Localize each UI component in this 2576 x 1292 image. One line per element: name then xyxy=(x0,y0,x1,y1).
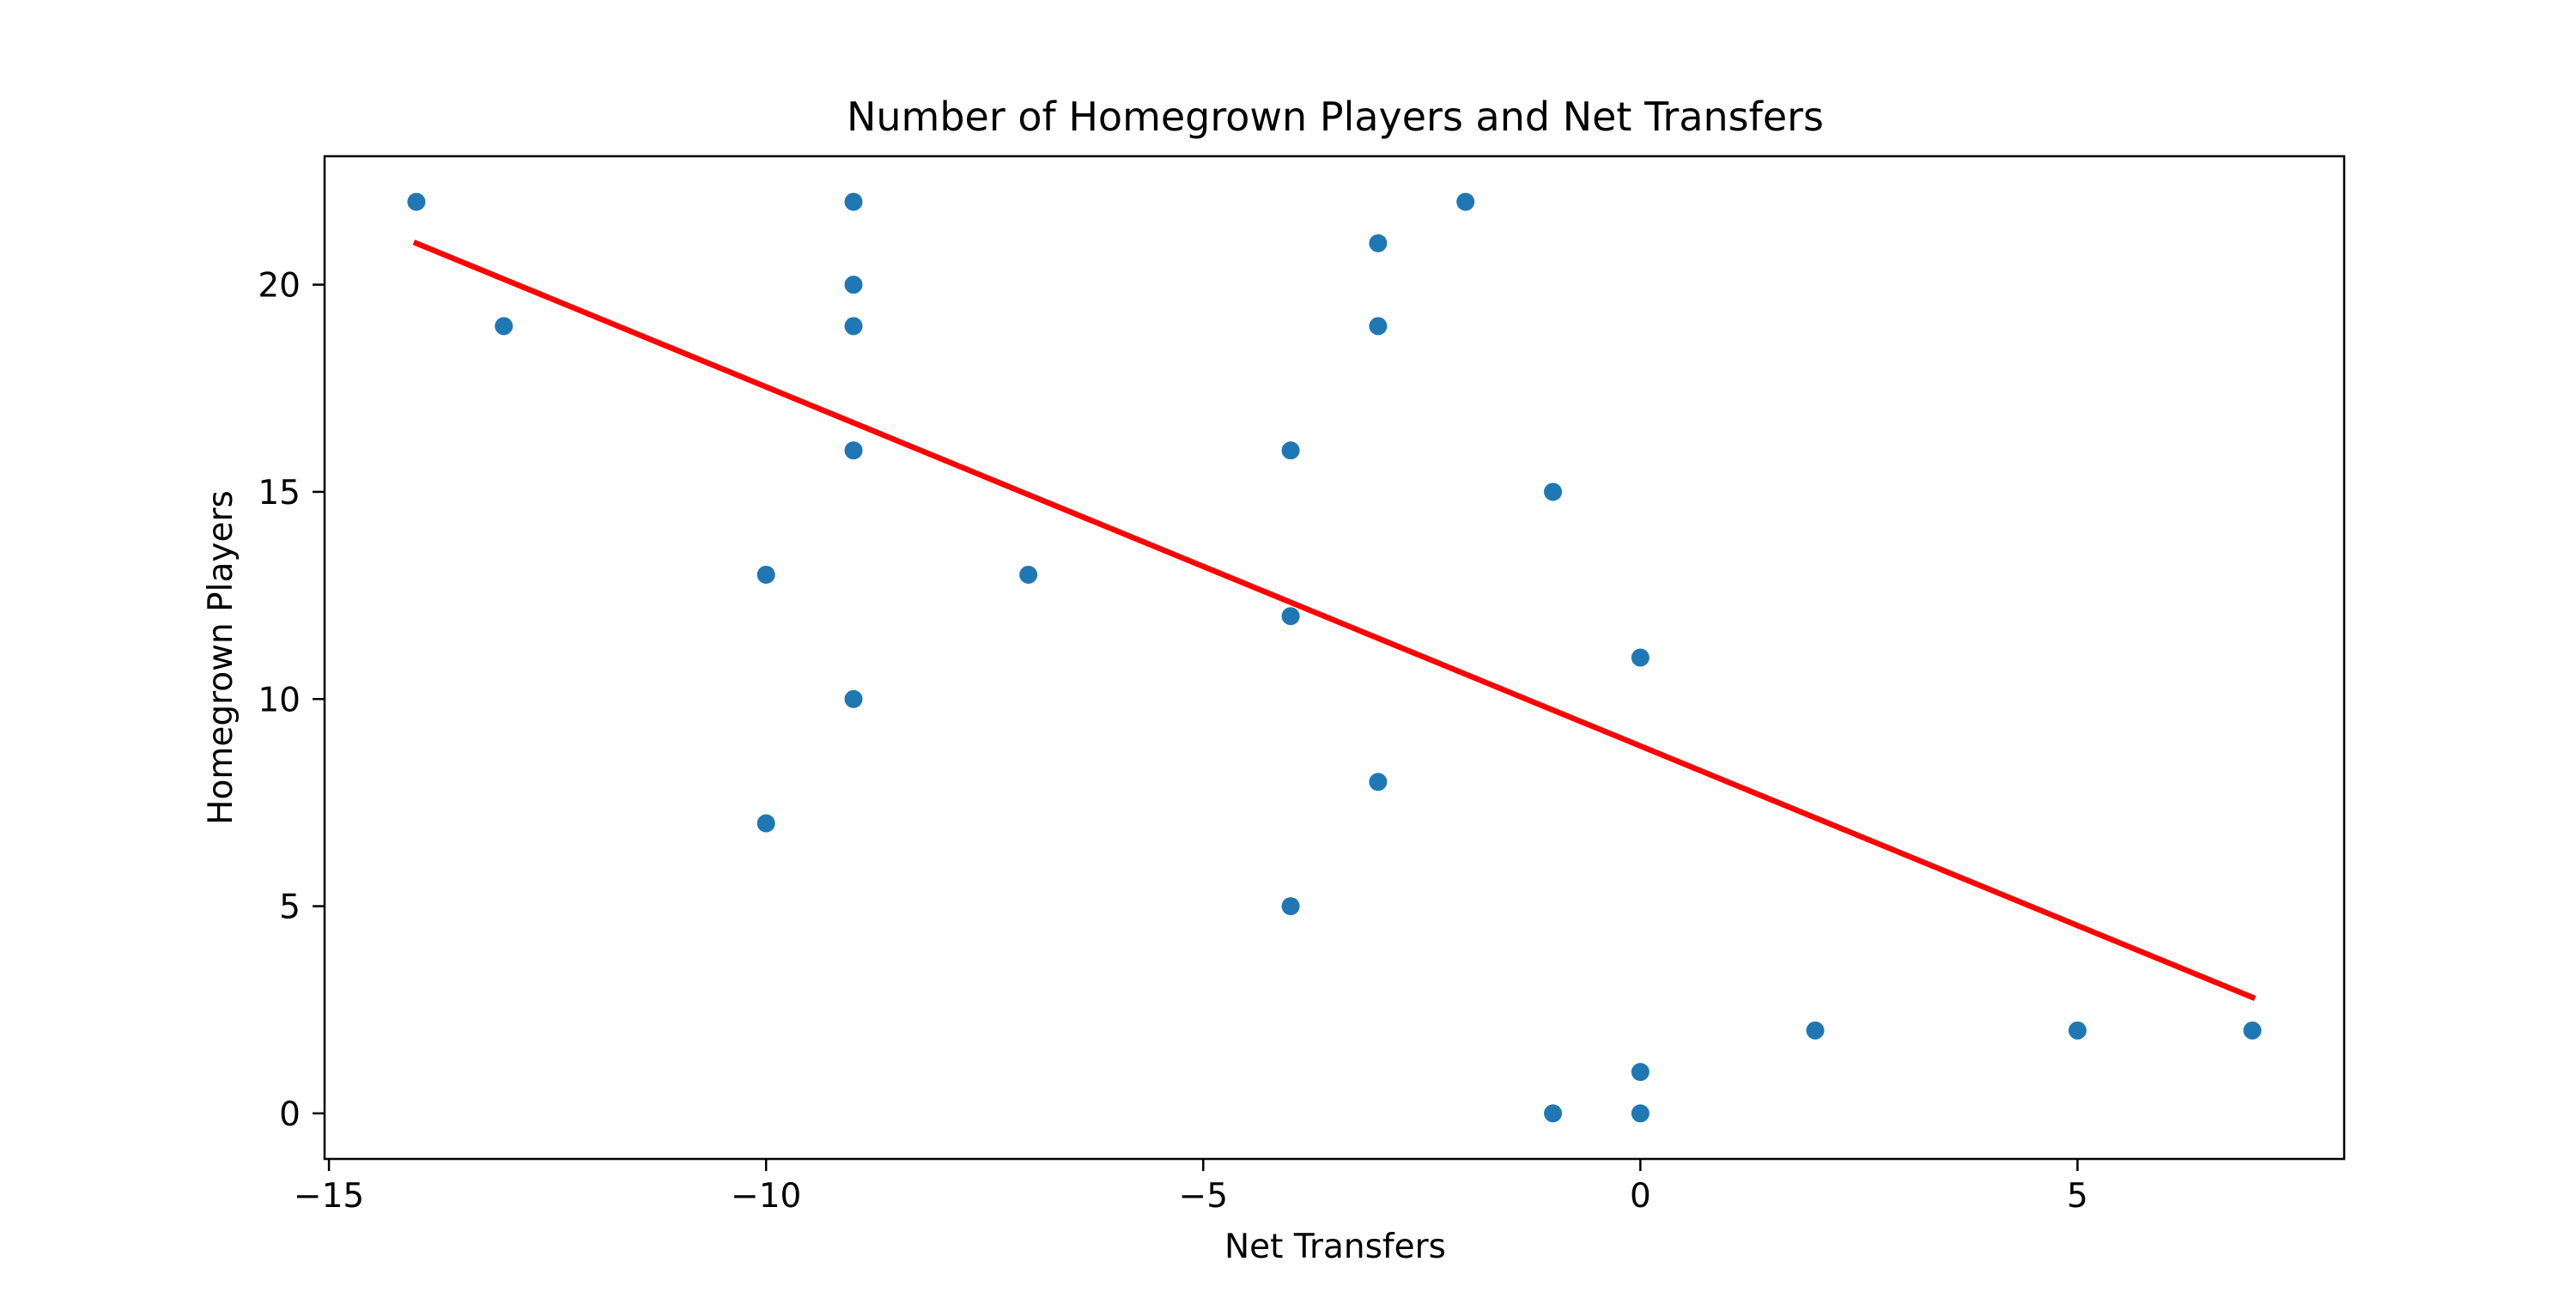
chart-title: Number of Homegrown Players and Net Tran… xyxy=(847,94,1824,140)
scatter-point xyxy=(1369,773,1388,792)
scatter-point xyxy=(756,565,775,584)
x-axis-label: Net Transfers xyxy=(1224,1228,1446,1266)
y-axis: 0 5 10 15 20 xyxy=(258,267,325,1134)
scatter-point xyxy=(1281,441,1300,460)
scatter-point xyxy=(1544,1104,1563,1123)
scatter-point xyxy=(844,441,863,460)
scatter-point xyxy=(1281,607,1300,626)
scatter-point xyxy=(1806,1021,1825,1040)
scatter-point xyxy=(1544,482,1563,501)
scatter-point xyxy=(844,689,863,708)
scatter-point xyxy=(1631,648,1649,667)
trend-line xyxy=(412,240,2257,1002)
x-tick-label: −15 xyxy=(294,1177,364,1216)
scatter-point xyxy=(844,276,863,294)
scatter-point xyxy=(1369,317,1388,336)
scatter-point xyxy=(1281,897,1300,916)
x-tick-label: 0 xyxy=(1630,1177,1651,1216)
y-tick-label: 20 xyxy=(258,267,301,306)
scatter-point xyxy=(495,317,513,336)
plot-area xyxy=(407,192,2262,1123)
y-tick-label: 5 xyxy=(279,889,301,927)
scatter-point xyxy=(2068,1021,2087,1040)
scatter-point xyxy=(2243,1021,2262,1040)
y-axis-label: Homegrown Players xyxy=(202,490,240,825)
scatter-point xyxy=(1019,565,1038,584)
scatter-point xyxy=(1631,1104,1649,1123)
y-tick-label: 0 xyxy=(279,1095,301,1134)
x-tick-label: −5 xyxy=(1179,1177,1229,1216)
scatter-point xyxy=(1456,192,1475,211)
y-tick-label: 15 xyxy=(258,474,301,513)
y-tick-label: 10 xyxy=(258,681,301,719)
scatter-point xyxy=(844,317,863,336)
scatter-point xyxy=(1369,234,1388,252)
x-tick-label: −10 xyxy=(731,1177,801,1216)
x-axis: −15 −10 −5 0 5 xyxy=(294,1159,2088,1216)
axes-frame xyxy=(323,155,2346,1161)
scatter-point xyxy=(1631,1063,1649,1082)
scatter-point xyxy=(844,192,863,211)
scatter-point xyxy=(756,814,775,833)
scatter-point xyxy=(407,192,426,211)
x-tick-label: 5 xyxy=(2067,1177,2088,1216)
